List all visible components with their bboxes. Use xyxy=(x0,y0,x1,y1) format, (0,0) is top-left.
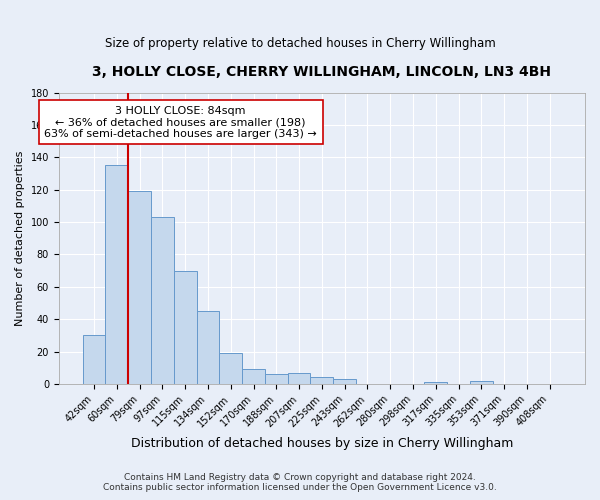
Bar xyxy=(333,379,356,384)
Text: 3 HOLLY CLOSE: 84sqm
← 36% of detached houses are smaller (198)
63% of semi-deta: 3 HOLLY CLOSE: 84sqm ← 36% of detached h… xyxy=(44,106,317,139)
X-axis label: Distribution of detached houses by size in Cherry Willingham: Distribution of detached houses by size … xyxy=(131,437,513,450)
Text: Size of property relative to detached houses in Cherry Willingham: Size of property relative to detached ho… xyxy=(104,38,496,51)
Bar xyxy=(470,380,493,384)
Bar xyxy=(174,270,197,384)
Bar xyxy=(265,374,288,384)
Y-axis label: Number of detached properties: Number of detached properties xyxy=(15,150,25,326)
Bar xyxy=(106,166,128,384)
Bar xyxy=(83,336,106,384)
Bar xyxy=(151,218,174,384)
Bar xyxy=(424,382,447,384)
Bar xyxy=(310,378,333,384)
Bar xyxy=(220,353,242,384)
Bar xyxy=(242,370,265,384)
Bar xyxy=(128,192,151,384)
Bar xyxy=(197,311,220,384)
Text: Contains HM Land Registry data © Crown copyright and database right 2024.
Contai: Contains HM Land Registry data © Crown c… xyxy=(103,473,497,492)
Title: 3, HOLLY CLOSE, CHERRY WILLINGHAM, LINCOLN, LN3 4BH: 3, HOLLY CLOSE, CHERRY WILLINGHAM, LINCO… xyxy=(92,65,551,79)
Bar xyxy=(288,372,310,384)
